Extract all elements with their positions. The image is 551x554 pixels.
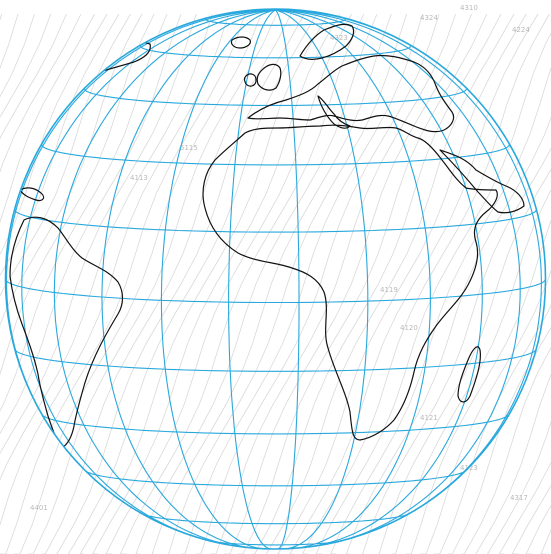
meridian-line — [53, 9, 276, 547]
background-contour-line — [362, 147, 551, 554]
background-contour-line — [0, 13, 52, 118]
meridian-line — [21, 9, 276, 541]
iceland-coastline — [230, 36, 251, 49]
parallel-line — [204, 16, 347, 26]
background-contour-line — [79, 13, 329, 554]
background-contour-line — [210, 13, 456, 554]
background-contour-line — [0, 13, 95, 224]
ireland-coastline — [243, 73, 257, 87]
background-contour-line — [392, 189, 551, 554]
meridian-line — [101, 9, 276, 549]
scandinavia-coastline — [299, 23, 355, 60]
background-contour-line — [238, 13, 488, 554]
background-contour-line — [315, 32, 551, 554]
background-label: 4224 — [512, 26, 530, 34]
meridian-line — [5, 9, 276, 468]
background-contour-line — [301, 13, 550, 554]
background-contour-line — [345, 116, 551, 554]
meridian-line — [228, 9, 276, 549]
meridian-line — [275, 9, 369, 549]
background-label: 4317 — [510, 494, 528, 502]
background-contour-line — [0, 13, 82, 173]
background-contour-line — [0, 13, 246, 554]
meridian-line — [275, 9, 483, 549]
background-contour-line — [0, 13, 108, 256]
italy-coastline — [317, 95, 351, 129]
coastlines — [9, 23, 525, 449]
background-contour-line — [462, 346, 551, 554]
background-contour-line — [0, 13, 120, 276]
background-contour-line — [105, 13, 352, 554]
background-label: 4120 — [400, 324, 418, 332]
parallel-line — [14, 349, 537, 372]
parallel-line — [84, 87, 467, 106]
background-contour-line — [378, 168, 551, 554]
parallel-line — [209, 540, 342, 546]
south-america-coastline — [9, 216, 124, 449]
background-label: 4324 — [420, 14, 438, 22]
background-contour-line — [168, 13, 407, 554]
background-contour-line — [0, 13, 131, 297]
meridian-line — [275, 9, 542, 519]
background-contour-line — [0, 13, 168, 412]
background-contour-line — [330, 67, 551, 554]
caribbean-coastline — [19, 187, 45, 202]
background-contour-line — [406, 219, 551, 554]
background-contour-line — [434, 304, 551, 554]
background-contour-line — [42, 13, 292, 554]
background-label: 4121 — [420, 414, 438, 422]
background-label: 4119 — [380, 286, 398, 294]
background-label: 4401 — [30, 504, 48, 512]
background-label: 4310 — [460, 4, 478, 12]
background-contour-line — [498, 461, 551, 554]
background-contour-line — [0, 13, 67, 140]
arabia-coastline — [439, 149, 525, 214]
background-contour-line — [0, 13, 143, 327]
madagascar-coastline — [457, 346, 481, 403]
background-contour-line — [151, 13, 392, 554]
africa-coastline — [202, 124, 498, 441]
background-contour-line — [475, 373, 551, 554]
background-contour-line — [266, 13, 515, 554]
background-contour-line — [120, 13, 365, 554]
parallel-line — [85, 470, 466, 487]
background-contour-line — [252, 13, 502, 554]
background-contour-line — [92, 13, 341, 554]
parallel-line — [41, 414, 510, 435]
parallel-line — [142, 513, 409, 525]
background-contour-line — [448, 326, 551, 554]
parallel-line — [139, 43, 412, 59]
meridian-line — [275, 9, 521, 545]
background-contour-line — [0, 13, 182, 435]
background-contours: 4310432442244323411351154119412041214123… — [0, 4, 551, 554]
background-contour-line — [0, 13, 213, 481]
background-contour-line — [182, 13, 423, 554]
british-isles-coastline — [256, 63, 282, 91]
background-contour-line — [28, 13, 277, 554]
parallel-line — [41, 143, 510, 166]
background-contour-line — [0, 13, 155, 376]
parallel-line — [5, 278, 546, 304]
background-contour-line — [196, 13, 440, 554]
meridian-line — [160, 9, 276, 549]
background-contour-line — [56, 13, 305, 554]
background-contour-line — [0, 13, 197, 455]
background-contour-line — [135, 13, 378, 554]
background-contour-line — [511, 484, 551, 554]
globe-outline — [4, 8, 547, 550]
background-label: 4113 — [130, 174, 148, 182]
background-label: 4323 — [330, 34, 348, 42]
background-contour-line — [289, 13, 539, 554]
europe-coastline — [247, 54, 455, 133]
meridian-line — [275, 9, 300, 549]
background-contour-line — [486, 420, 551, 554]
background-contour-line — [277, 13, 527, 554]
background-contour-line — [0, 13, 229, 526]
background-contour-line — [224, 13, 472, 554]
meridian-line — [275, 9, 431, 549]
background-label: 5115 — [180, 144, 198, 152]
background-contour-line — [420, 269, 551, 554]
